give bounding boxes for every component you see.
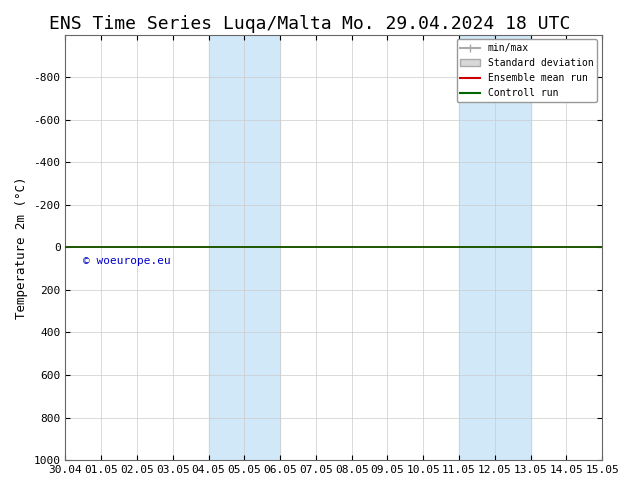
Text: ENS Time Series Luqa/Malta: ENS Time Series Luqa/Malta xyxy=(49,15,332,33)
Text: © woeurope.eu: © woeurope.eu xyxy=(83,256,171,266)
Bar xyxy=(244,35,280,460)
Text: Mo. 29.04.2024 18 UTC: Mo. 29.04.2024 18 UTC xyxy=(342,15,571,33)
Bar xyxy=(209,35,244,460)
Bar xyxy=(459,35,495,460)
Legend: min/max, Standard deviation, Ensemble mean run, Controll run: min/max, Standard deviation, Ensemble me… xyxy=(456,40,597,102)
Bar xyxy=(495,35,531,460)
Y-axis label: Temperature 2m (°C): Temperature 2m (°C) xyxy=(15,176,28,318)
